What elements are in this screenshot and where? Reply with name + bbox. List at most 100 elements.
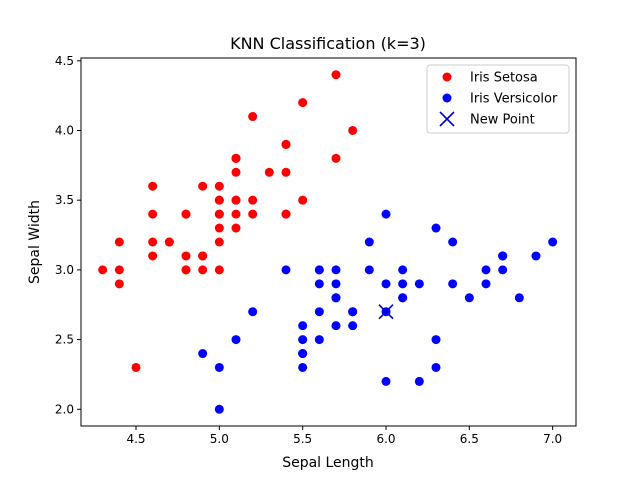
data-point: [331, 321, 341, 331]
data-point: [298, 195, 308, 205]
data-point: [514, 293, 524, 303]
data-point: [381, 376, 391, 386]
data-point: [414, 279, 424, 289]
legend-label: Iris Setosa: [470, 71, 538, 86]
data-point: [364, 237, 374, 247]
data-point: [498, 265, 508, 275]
data-point: [298, 362, 308, 372]
data-point: [114, 265, 124, 275]
data-point: [114, 279, 124, 289]
data-point: [448, 279, 458, 289]
data-point: [331, 265, 341, 275]
data-point: [181, 265, 191, 275]
data-point: [231, 223, 241, 233]
data-point: [331, 279, 341, 289]
x-tick-label: 4.5: [126, 432, 145, 446]
data-point: [281, 139, 291, 149]
y-tick-label: 2.5: [55, 333, 74, 347]
data-point: [148, 181, 158, 191]
data-point: [381, 209, 391, 219]
series-1: [198, 209, 558, 414]
data-point: [214, 223, 224, 233]
data-point: [281, 265, 291, 275]
legend-marker: [439, 111, 455, 127]
legend-label: New Point: [470, 113, 535, 128]
legend: Iris Setosa Iris Versicolor New Point: [426, 64, 570, 134]
y-tick-label: 3.5: [55, 193, 74, 207]
data-point: [464, 293, 474, 303]
data-point: [231, 209, 241, 219]
legend-label: Iris Versicolor: [470, 92, 558, 107]
data-point: [248, 112, 258, 122]
data-point: [114, 237, 124, 247]
data-point: [231, 153, 241, 163]
data-point: [214, 237, 224, 247]
series-0: [98, 70, 358, 372]
data-point: [298, 349, 308, 359]
series-2: [378, 304, 394, 320]
y-axis-label: Sepal Width: [27, 200, 43, 284]
data-point: [298, 98, 308, 108]
data-point: [248, 195, 258, 205]
data-point: [314, 335, 324, 345]
data-point: [214, 362, 224, 372]
data-point: [214, 195, 224, 205]
data-point: [248, 209, 258, 219]
data-point: [198, 349, 208, 359]
data-point: [331, 153, 341, 163]
data-point: [331, 70, 341, 80]
data-point: [381, 279, 391, 289]
y-tick-label: 2.0: [55, 402, 74, 416]
plot-area: [98, 70, 558, 414]
data-point: [231, 195, 241, 205]
legend-frame: [426, 64, 570, 134]
data-point: [498, 251, 508, 261]
data-point: [248, 307, 258, 317]
data-point: [164, 237, 174, 247]
data-point: [181, 251, 191, 261]
data-point: [548, 237, 558, 247]
data-point: [98, 265, 108, 275]
x-tick-label: 6.5: [460, 432, 479, 446]
data-point: [231, 335, 241, 345]
data-point: [214, 181, 224, 191]
data-point: [431, 223, 441, 233]
data-point: [198, 265, 208, 275]
data-point: [398, 293, 408, 303]
data-point: [531, 251, 541, 261]
data-point: [214, 209, 224, 219]
data-point: [181, 209, 191, 219]
data-point: [398, 265, 408, 275]
data-point: [481, 279, 491, 289]
data-point: [298, 335, 308, 345]
y-tick-label: 3.0: [55, 263, 74, 277]
data-point: [148, 209, 158, 219]
y-axis-ticks: 2.0 2.5 3.0 3.5 4.0 4.5: [55, 54, 81, 416]
data-point: [348, 125, 358, 135]
data-point: [331, 293, 341, 303]
x-axis-label: Sepal Length: [282, 455, 374, 471]
x-axis-ticks: 4.5 5.0 5.5 6.0 6.5 7.0: [126, 426, 562, 446]
data-point: [314, 265, 324, 275]
data-point: [364, 265, 374, 275]
data-point: [281, 167, 291, 177]
data-point: [314, 307, 324, 317]
data-point: [264, 167, 274, 177]
data-point: [281, 209, 291, 219]
data-point: [214, 265, 224, 275]
data-point: [348, 321, 358, 331]
chart-title: KNN Classification (k=3): [230, 34, 426, 53]
data-point: [298, 321, 308, 331]
legend-marker: [442, 93, 452, 103]
x-tick-label: 6.0: [376, 432, 395, 446]
data-point: [131, 362, 141, 372]
data-point: [214, 404, 224, 414]
data-point: [148, 251, 158, 261]
data-point: [231, 167, 241, 177]
data-point: [398, 279, 408, 289]
data-point: [314, 279, 324, 289]
x-tick-label: 5.0: [210, 432, 229, 446]
x-tick-label: 7.0: [543, 432, 562, 446]
data-point: [448, 237, 458, 247]
